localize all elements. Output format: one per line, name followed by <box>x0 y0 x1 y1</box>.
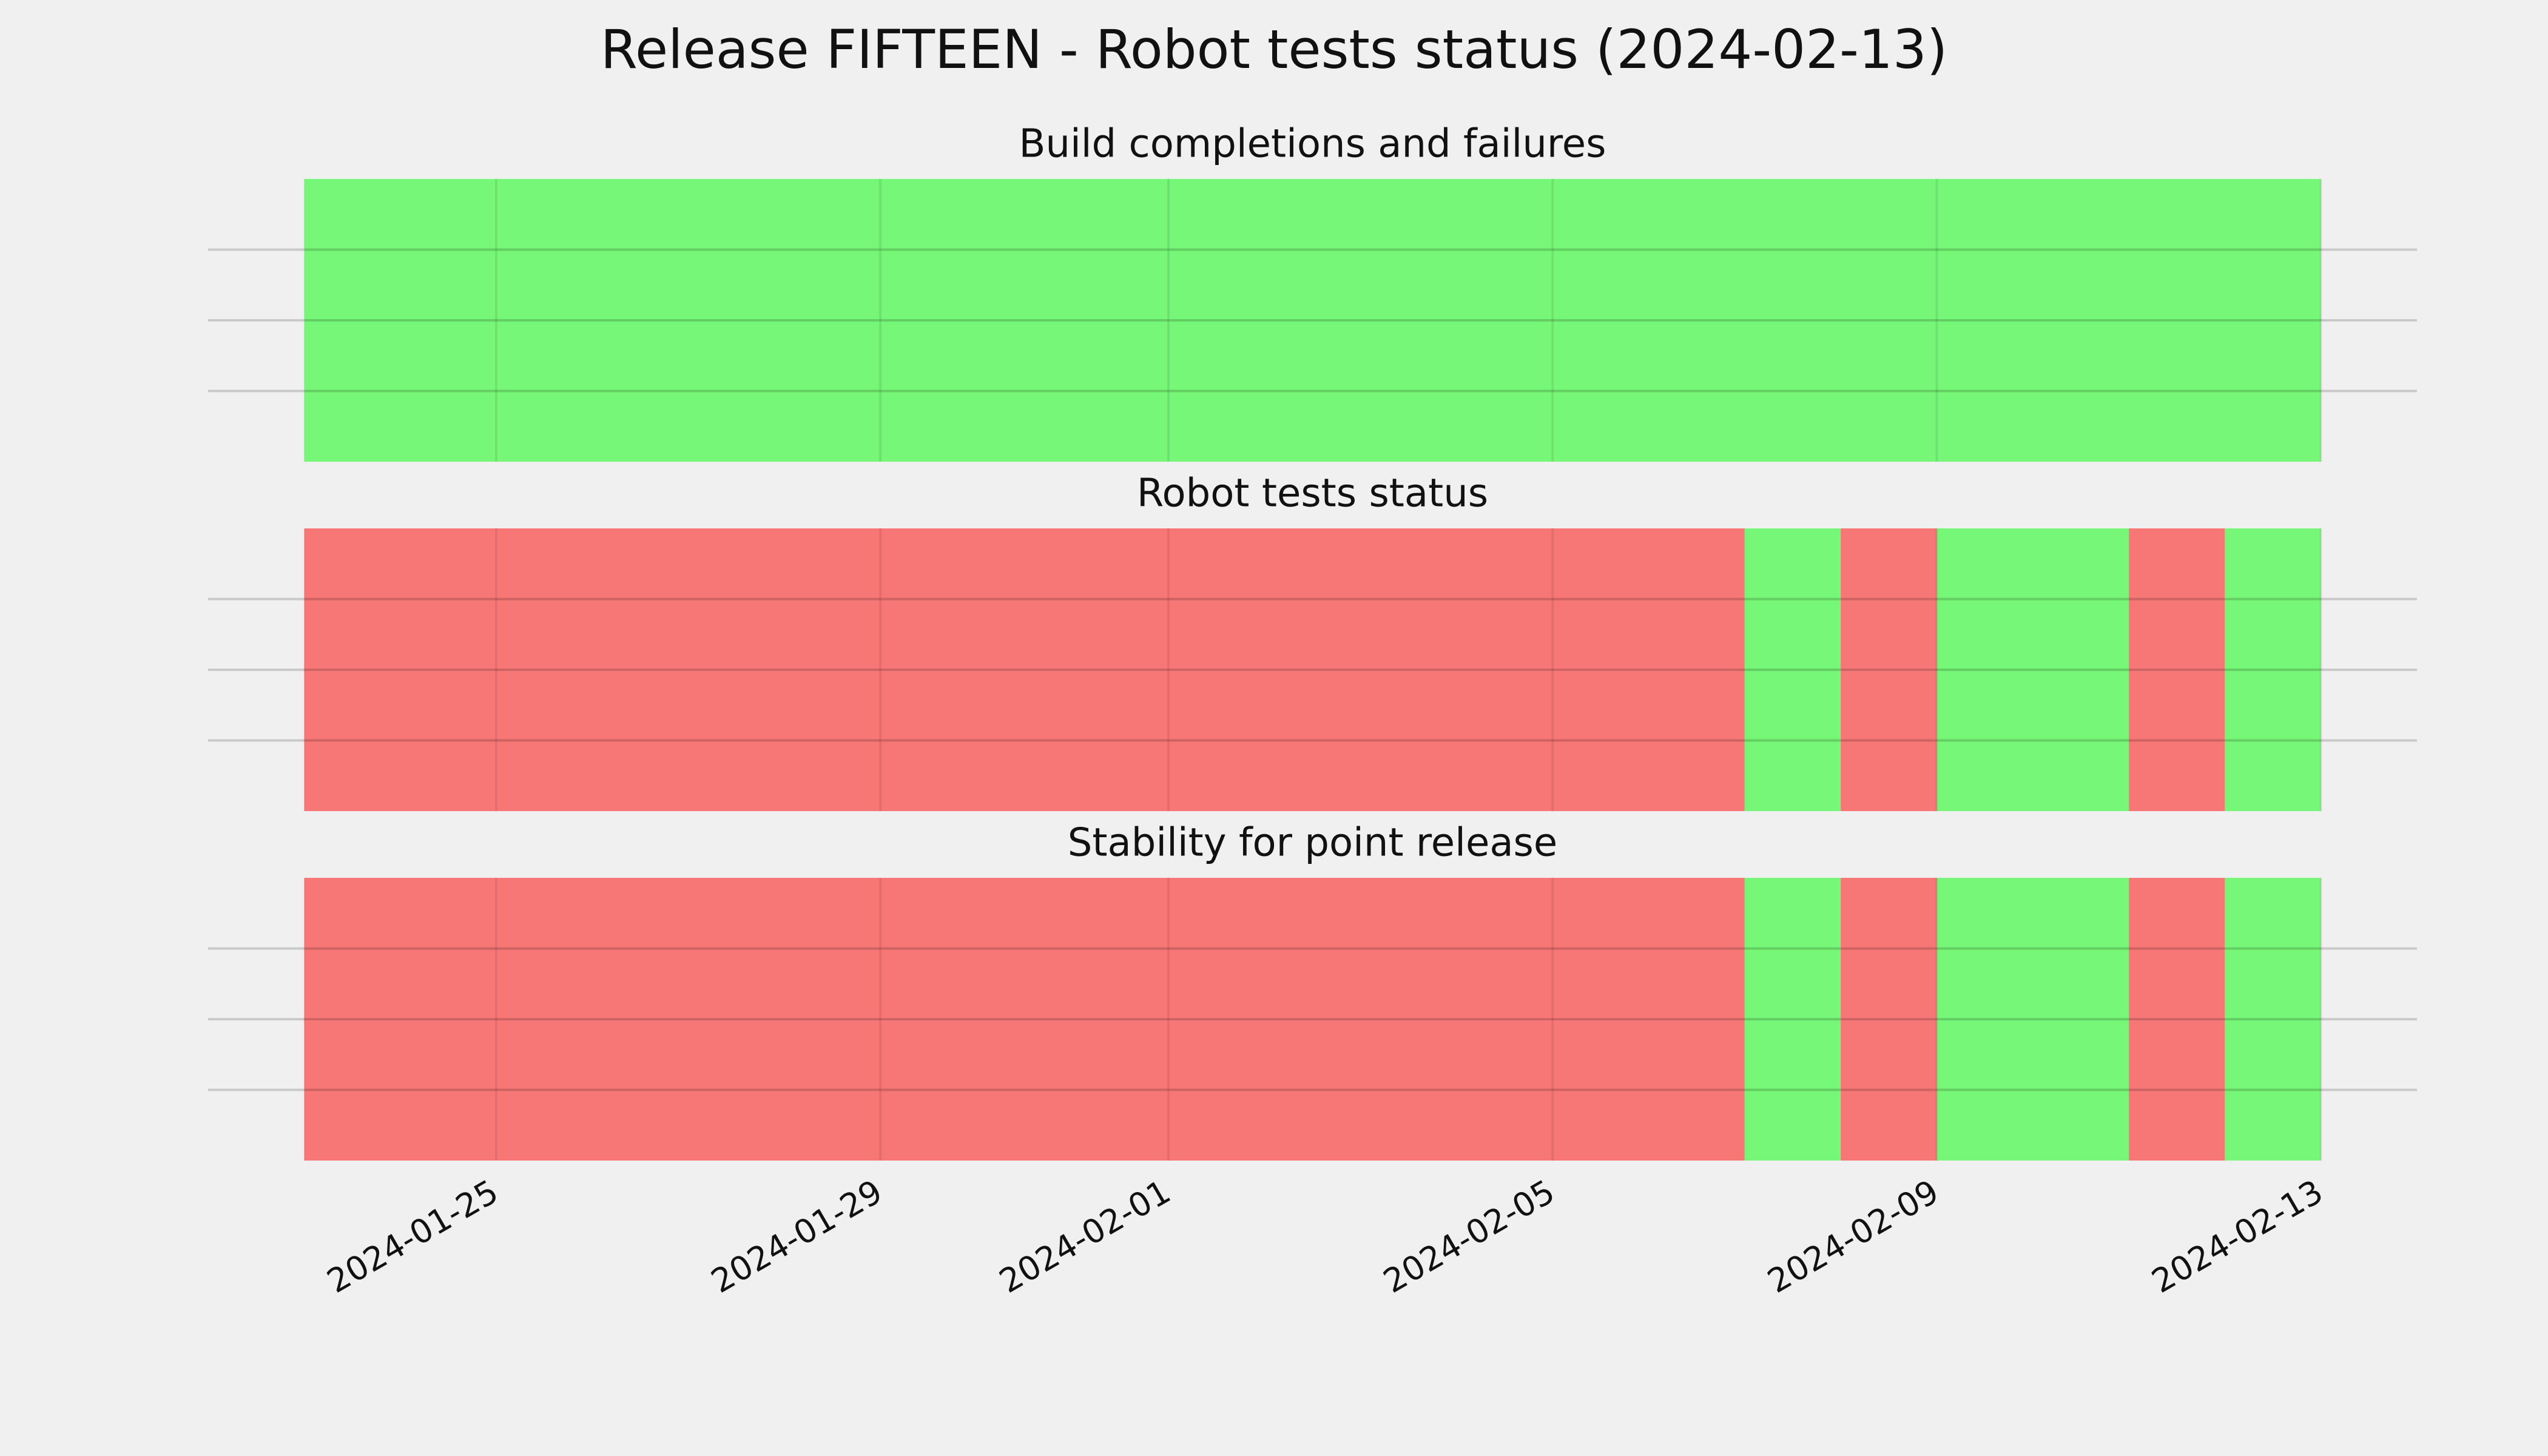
panel-title: Build completions and failures <box>1019 122 1606 167</box>
panel-title: Stability for point release <box>1068 821 1558 866</box>
status-span <box>1936 528 2129 811</box>
status-span <box>2129 528 2225 811</box>
status-span <box>2129 878 2225 1161</box>
status-span <box>2225 878 2321 1161</box>
panel-title: Robot tests status <box>1137 471 1488 516</box>
status-span <box>1744 528 1841 811</box>
chart-title: Release FIFTEEN - Robot tests status (20… <box>601 18 1947 81</box>
status-span <box>304 179 2321 462</box>
status-span <box>1841 878 1937 1161</box>
status-span <box>1744 878 1841 1161</box>
status-span <box>1936 878 2129 1161</box>
status-span <box>1841 528 1937 811</box>
status-span <box>2225 528 2321 811</box>
status-span <box>304 528 1745 811</box>
status-span <box>304 878 1745 1161</box>
